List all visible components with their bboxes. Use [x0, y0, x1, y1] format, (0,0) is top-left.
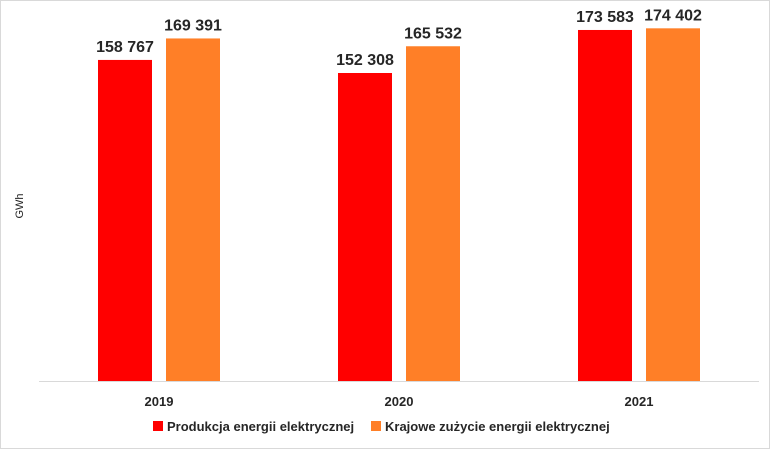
legend: Produkcja energii elektrycznej Krajowe zu… [153, 419, 610, 434]
category-label: 2021 [625, 394, 654, 409]
bar-zuzycie-2019 [166, 38, 220, 381]
value-label: 173 583 [576, 9, 634, 26]
bar-produkcja-2021 [578, 29, 632, 382]
bar-zuzycie-2021 [646, 28, 700, 381]
value-label: 169 391 [164, 17, 222, 34]
bar-zuzycie-2020 [406, 46, 460, 382]
bars-group [98, 28, 700, 382]
legend-swatch [153, 421, 163, 431]
legend-label: Produkcja energii elektrycznej [167, 419, 354, 434]
value-label: 174 402 [644, 7, 702, 24]
value-labels-group: 158 767 169 391 152 308 165 532 173 583 174 4… [96, 7, 702, 69]
category-label: 2020 [385, 394, 414, 409]
category-label: 2019 [145, 394, 174, 409]
value-label: 158 767 [96, 39, 154, 56]
bar-produkcja-2019 [98, 59, 152, 382]
bar-produkcja-2020 [338, 72, 392, 381]
value-label: 152 308 [336, 52, 394, 69]
legend-label: Krajowe zużycie energii elektrycznej [385, 419, 610, 434]
y-axis-title: GWh [14, 193, 26, 218]
category-labels-group: 2019 2020 2021 [145, 394, 654, 409]
value-label: 165 532 [404, 25, 462, 42]
legend-swatch [371, 421, 381, 431]
